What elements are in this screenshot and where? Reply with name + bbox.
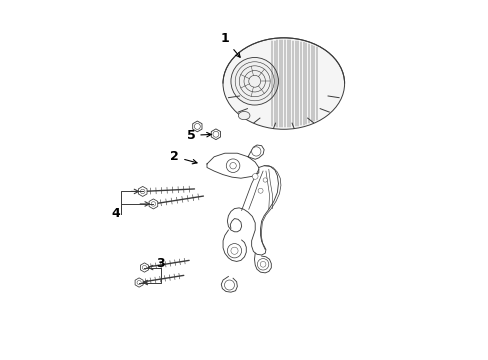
- Polygon shape: [140, 263, 148, 272]
- Circle shape: [226, 159, 240, 172]
- Polygon shape: [135, 278, 143, 287]
- Polygon shape: [149, 199, 158, 209]
- Circle shape: [227, 244, 241, 258]
- Circle shape: [252, 174, 258, 179]
- Text: 5: 5: [186, 129, 211, 142]
- Ellipse shape: [238, 112, 249, 120]
- Circle shape: [257, 258, 268, 270]
- Polygon shape: [192, 121, 202, 132]
- Text: 4: 4: [111, 207, 120, 220]
- Circle shape: [263, 178, 267, 182]
- Circle shape: [224, 280, 234, 290]
- Polygon shape: [211, 129, 220, 140]
- Text: 2: 2: [170, 150, 197, 164]
- Ellipse shape: [223, 38, 344, 129]
- Polygon shape: [138, 186, 147, 197]
- Circle shape: [251, 147, 261, 156]
- Text: 1: 1: [220, 32, 240, 57]
- Text: 3: 3: [156, 257, 164, 270]
- Circle shape: [230, 58, 278, 105]
- Circle shape: [258, 188, 263, 193]
